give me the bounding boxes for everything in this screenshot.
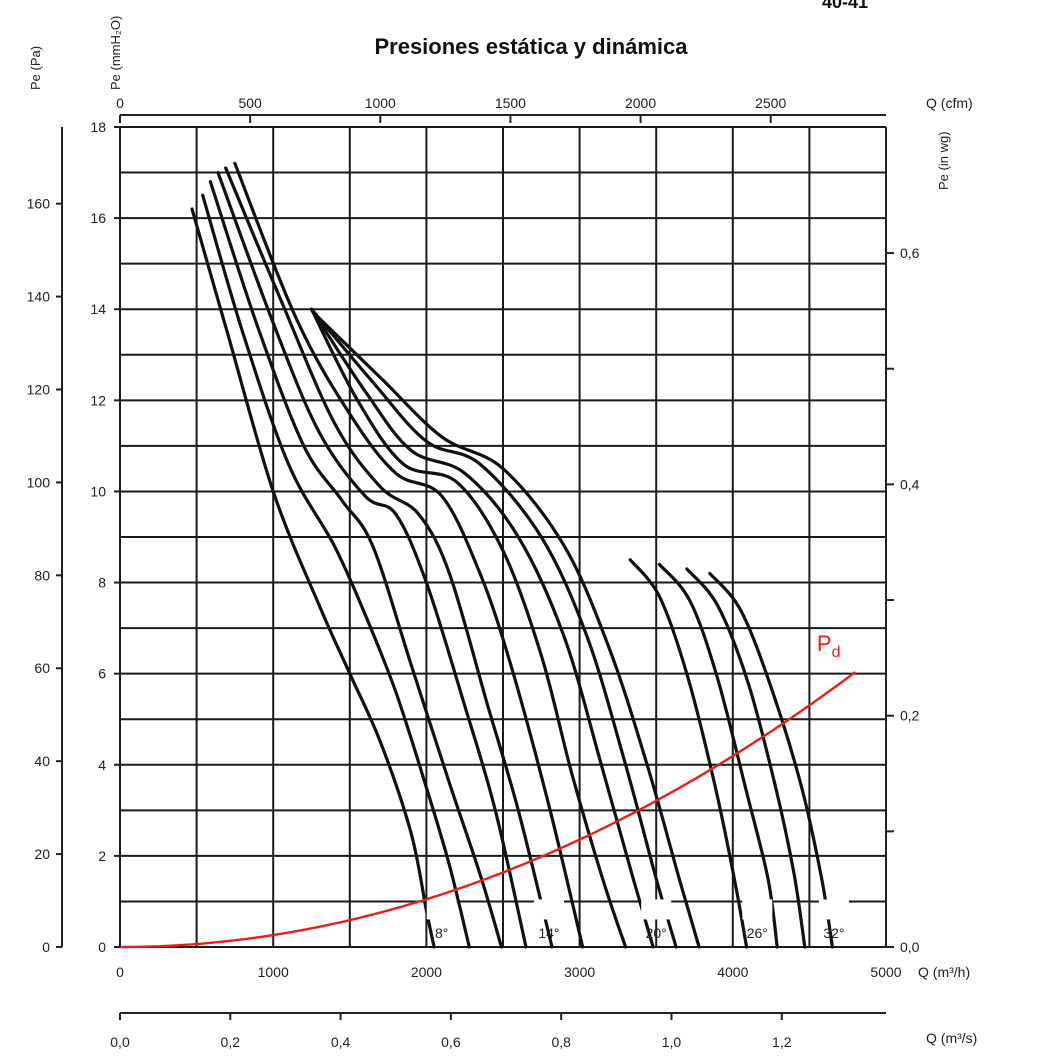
- curve-label-bg: [641, 899, 672, 920]
- x-m3s-tick-label: 0,2: [221, 1034, 241, 1050]
- y-inwg-tick-label: 0,0: [900, 939, 920, 955]
- fan-curve-11: [657, 562, 779, 949]
- fan-curve-2: [208, 180, 504, 949]
- chart-title: Presiones estática y dinámica: [374, 34, 688, 59]
- y-inwg-tick-label: 0,2: [900, 708, 920, 724]
- x-main-tick-label: 3000: [564, 964, 595, 980]
- y-pa-tick-label: 100: [27, 474, 51, 490]
- y-mm-tick-label: 12: [90, 392, 106, 408]
- y-inwg-tick-label: 0,4: [900, 476, 920, 492]
- x-cfm-tick-label: 1500: [495, 95, 526, 111]
- x-m3s-tick-label: 0,6: [441, 1034, 461, 1050]
- fan-curve-9: [317, 316, 701, 949]
- curve-label: 32°: [823, 925, 844, 941]
- y-mm-tick-label: 2: [98, 848, 106, 864]
- x-cfm-tick-label: 500: [238, 95, 262, 111]
- fan-curve-5: [233, 161, 585, 949]
- axes-group: 0 2 4 6 8 10 12 14 16 18 0 20 40 60 80 100 120 140 160 Pe (…: [27, 16, 978, 1050]
- fan-curve-4: [224, 166, 554, 949]
- y-mm-tick-label: 8: [98, 575, 106, 591]
- y-mm-tick-label: 18: [90, 119, 106, 135]
- curve-label: 20°: [646, 925, 667, 941]
- grid-group: [119, 126, 887, 948]
- page-number: 40-41: [822, 0, 869, 12]
- y-pa-tick-label: 60: [34, 660, 50, 676]
- curve-label-bg: [742, 899, 773, 920]
- x-main-tick-label: 1000: [258, 964, 289, 980]
- x-m3s-tick-label: 0,8: [551, 1034, 571, 1050]
- y-mm-tick-label: 4: [98, 757, 106, 773]
- y-pa-label: Pe (Pa): [28, 46, 43, 90]
- curve-label-bg: [533, 899, 564, 920]
- y-mm-label: Pe (mmH₂O): [108, 16, 123, 90]
- x-main-tick-label: 0: [116, 964, 124, 980]
- y-inwg-tick-label: 0,6: [900, 245, 920, 261]
- x-cfm-tick-label: 1000: [365, 95, 396, 111]
- y-mm-tick-label: 0: [98, 939, 106, 955]
- y-pa-tick-label: 0: [42, 939, 50, 955]
- fan-curves-group: 8° 14° 20° 26° 32°: [190, 161, 849, 949]
- x-cfm-tick-label: 2000: [625, 95, 656, 111]
- x-m3s-tick-label: 1,0: [662, 1034, 682, 1050]
- fan-curve-7: [309, 307, 655, 949]
- y-mm-tick-label: 6: [98, 666, 106, 682]
- x-m3s-tick-label: 0,0: [110, 1034, 130, 1050]
- y-mm-tick-label: 14: [90, 301, 106, 317]
- fan-curve-12: [685, 567, 807, 949]
- x-cfm-tick-label: 0: [116, 95, 124, 111]
- x-main-tick-label: 2000: [411, 964, 442, 980]
- curve-label: 26°: [747, 925, 768, 941]
- fan-curve-13: [708, 571, 834, 949]
- y-pa-tick-label: 120: [27, 381, 51, 397]
- fan-curve-10: [628, 558, 749, 949]
- curve-label: 8°: [435, 925, 448, 941]
- y-pa-tick-label: 20: [34, 846, 50, 862]
- pd-label: Pd: [817, 631, 841, 661]
- fan-curve-6: [309, 307, 628, 949]
- fan-curve-8: [309, 307, 678, 949]
- y-mm-tick-label: 16: [90, 210, 106, 226]
- y-inwg-label: Pe (in wg): [936, 131, 951, 190]
- y-pa-tick-label: 140: [27, 289, 51, 305]
- x-main-tick-label: 4000: [717, 964, 748, 980]
- y-pa-tick-label: 160: [27, 196, 51, 212]
- fan-curve-1: [201, 193, 471, 949]
- x-cfm-tick-label: 2500: [755, 95, 786, 111]
- x-main-tick-label: 5000: [870, 964, 901, 980]
- x-m3s-tick-label: 1,2: [772, 1034, 792, 1050]
- y-pa-tick-label: 80: [34, 567, 50, 583]
- curve-label: 14°: [538, 925, 559, 941]
- fan-curve-0: [190, 207, 436, 949]
- curve-label-bg: [426, 899, 457, 920]
- y-mm-tick-label: 10: [90, 483, 106, 499]
- x-m3s-tick-label: 0,4: [331, 1034, 351, 1050]
- y-pa-tick-label: 40: [34, 753, 50, 769]
- x-cfm-label: Q (cfm): [926, 95, 973, 111]
- curve-label-bg: [818, 899, 849, 920]
- fan-curve-3: [216, 171, 528, 949]
- x-m3s-label: Q (m³/s): [926, 1030, 977, 1046]
- pd-curve: [120, 671, 857, 949]
- x-main-label: Q (m³/h): [918, 964, 970, 980]
